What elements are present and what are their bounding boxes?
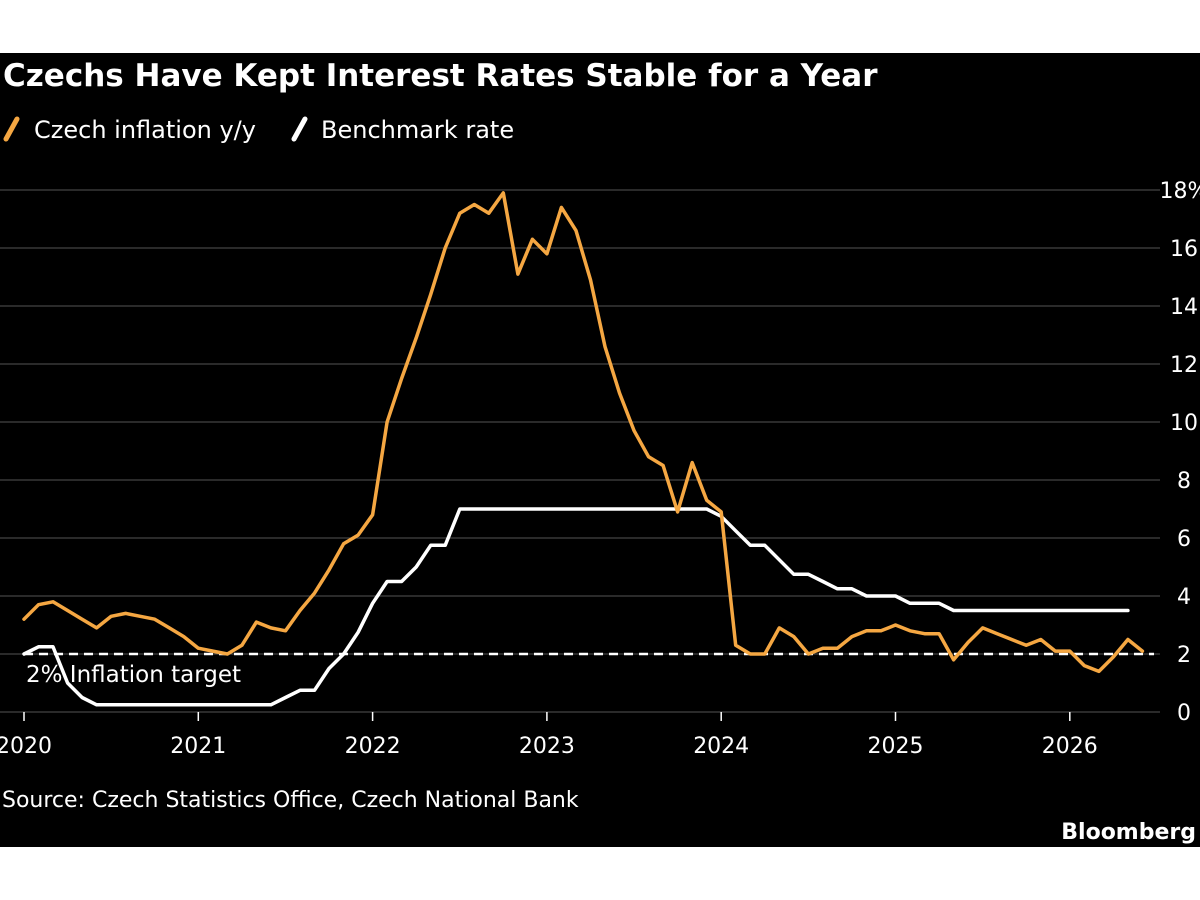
x-tick-label-2023: 2023 bbox=[519, 734, 575, 759]
inflation-target-line: 2% Inflation target bbox=[24, 652, 1154, 688]
y-tick-label-6: 6 bbox=[1177, 527, 1191, 552]
legend-item-benchmark: Benchmark rate bbox=[291, 116, 514, 144]
gridlines bbox=[0, 189, 1160, 655]
benchmark-rate-line bbox=[22, 507, 1130, 707]
legend-swatch-benchmark bbox=[291, 116, 308, 142]
x-tick-label-2021: 2021 bbox=[170, 734, 226, 759]
x-tick-label-2025: 2025 bbox=[868, 734, 924, 759]
x-axis: 2020 2021 2022 2023 2024 2025 2026 bbox=[0, 711, 1160, 759]
legend: Czech inflation y/y Benchmark rate bbox=[3, 116, 514, 144]
y-tick-label-0: 0 bbox=[1177, 701, 1191, 726]
source-note: Source: Czech Statistics Office, Czech N… bbox=[2, 788, 579, 813]
y-tick-label-4: 4 bbox=[1177, 585, 1191, 610]
y-tick-label-10: 10 bbox=[1170, 411, 1198, 436]
target-line-label: 2% Inflation target bbox=[26, 662, 241, 688]
y-tick-label-18: 18% bbox=[1160, 179, 1200, 204]
x-tick-label-2024: 2024 bbox=[693, 734, 749, 759]
y-tick-label-12: 12 bbox=[1170, 353, 1198, 378]
y-axis-tick-labels: 0 2 4 6 8 10 12 14 16 18% bbox=[1160, 179, 1200, 726]
line-chart: Czechs Have Kept Interest Rates Stable f… bbox=[0, 58, 1200, 845]
y-tick-label-2: 2 bbox=[1177, 643, 1191, 668]
x-tick-label-2022: 2022 bbox=[345, 734, 401, 759]
brand-logo: Bloomberg bbox=[1061, 820, 1196, 845]
y-tick-label-14: 14 bbox=[1170, 295, 1198, 320]
chart-canvas: Czechs Have Kept Interest Rates Stable f… bbox=[0, 53, 1200, 847]
legend-label-inflation: Czech inflation y/y bbox=[34, 116, 256, 144]
legend-swatch-inflation bbox=[3, 116, 20, 142]
inflation-line bbox=[22, 191, 1145, 674]
x-tick-label-2020: 2020 bbox=[0, 734, 52, 759]
legend-item-inflation: Czech inflation y/y bbox=[3, 116, 256, 144]
y-tick-label-8: 8 bbox=[1177, 469, 1191, 494]
legend-label-benchmark: Benchmark rate bbox=[321, 116, 514, 144]
x-tick-label-2026: 2026 bbox=[1042, 734, 1098, 759]
series-lines bbox=[22, 191, 1145, 707]
chart-title: Czechs Have Kept Interest Rates Stable f… bbox=[3, 58, 878, 94]
y-tick-label-16: 16 bbox=[1170, 237, 1198, 262]
